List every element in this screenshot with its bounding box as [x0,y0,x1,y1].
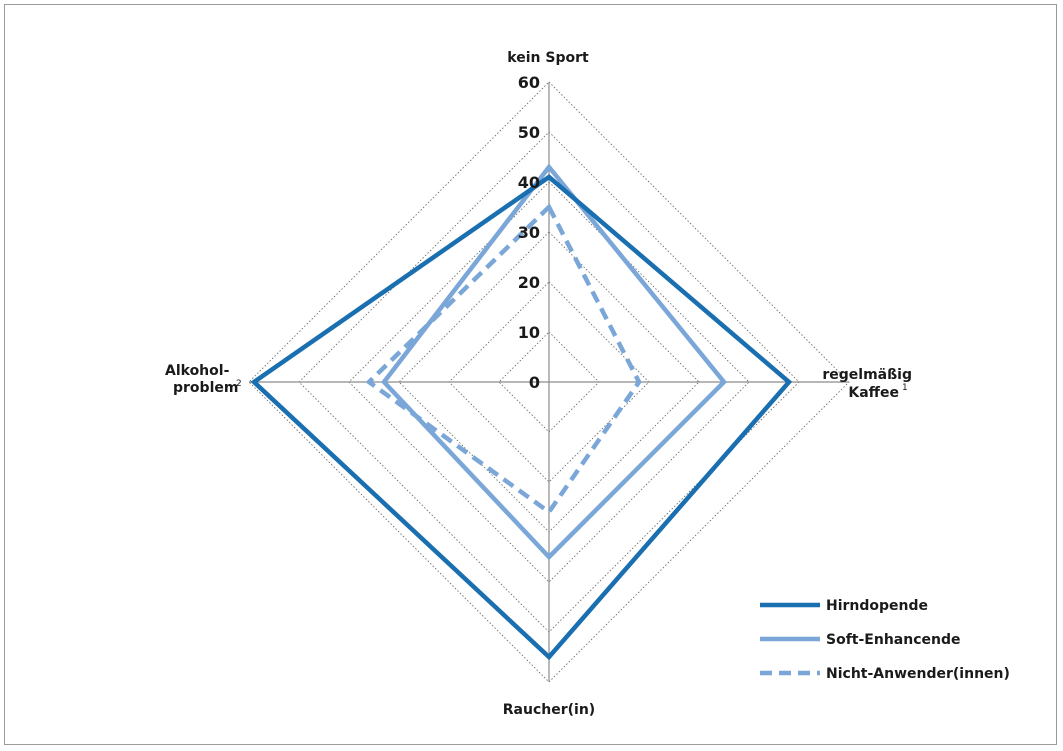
chart-frame [4,4,1057,745]
axis-label-kaffee-sup: 1 [902,383,908,393]
axis-label-alkohol-line1: Alkohol- [165,363,230,379]
series-group [250,163,793,661]
tick-label-10: 10 [518,323,540,342]
tick-label-0: 0 [529,373,540,392]
axis-labels: kein Sport regelmäßig Kaffee 1 Raucher(i… [165,50,912,718]
series-hirndopende [250,174,793,661]
axis-label-raucher: Raucher(in) [503,702,595,718]
tick-label-30: 30 [518,223,540,242]
tick-labels: 0 10 20 30 40 50 60 [518,73,540,392]
axes [249,82,849,682]
legend-label-0: Hirndopende [826,598,928,614]
grid-ring-40 [348,181,750,583]
axis-label-kein-sport: kein Sport [507,50,589,66]
axis-label-regelmaessig-line1: regelmäßig [822,367,912,383]
grid-ring-60 [248,81,850,683]
series-nicht-anwender-innen- [365,203,642,516]
axis-label-problem-line2: problem [173,380,238,396]
legend: Hirndopende Soft-Enhancende Nicht-Anwender… [760,598,1010,682]
legend-label-2: Nicht-Anwender(innen) [826,666,1010,682]
legend-label-1: Soft-Enhancende [826,632,960,648]
axis-label-kaffee-line2: Kaffee [848,385,899,401]
tick-label-40: 40 [518,173,540,192]
tick-label-50: 50 [518,123,540,142]
tick-label-60: 60 [518,73,540,92]
series-soft-enhancende [381,163,728,561]
tick-label-20: 20 [518,273,540,292]
axis-label-problem-sup: 2 [236,379,242,389]
